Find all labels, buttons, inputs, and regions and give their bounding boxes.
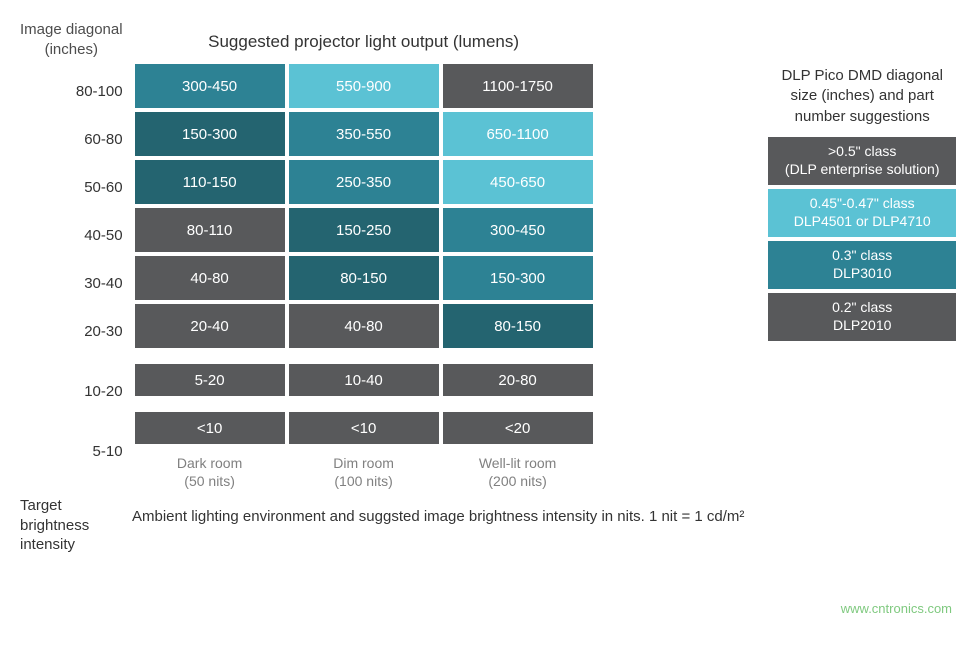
heatmap-cell: 5-20 bbox=[135, 364, 285, 396]
heatmap-cell: 300-450 bbox=[443, 208, 593, 252]
heatmap-cell: <10 bbox=[135, 412, 285, 444]
legend-cell: >0.5" class(DLP enterprise solution) bbox=[768, 137, 956, 185]
heatmap-cell: 350-550 bbox=[289, 112, 439, 156]
heatmap-cell: 150-300 bbox=[135, 112, 285, 156]
row-label: 60-80 bbox=[20, 115, 123, 163]
heatmap-cell: 80-110 bbox=[135, 208, 285, 252]
legend-cell: 0.2" classDLP2010 bbox=[768, 293, 956, 341]
column-label: Dim room(100 nits) bbox=[289, 454, 439, 490]
heatmap-cell: <20 bbox=[443, 412, 593, 444]
legend-title: DLP Pico DMD diagonal size (inches) and … bbox=[768, 66, 956, 127]
y-title-line1: Image diagonal bbox=[20, 21, 123, 38]
grid-main: Suggested projector light output (lumens… bbox=[135, 20, 593, 490]
row-label: 80-100 bbox=[20, 67, 123, 115]
heatmap-cell: 80-150 bbox=[443, 304, 593, 348]
y-title-line2: (inches) bbox=[45, 41, 98, 58]
row-label: 40-50 bbox=[20, 211, 123, 259]
heatmap-cell: 40-80 bbox=[289, 304, 439, 348]
heatmap-cells: 300-450550-9001100-1750150-300350-550650… bbox=[135, 64, 593, 444]
heatmap-cell: 150-300 bbox=[443, 256, 593, 300]
row-label: 30-40 bbox=[20, 259, 123, 307]
heatmap-cell: 80-150 bbox=[289, 256, 439, 300]
tbi-line1: Target brightness bbox=[20, 497, 89, 534]
row-label: 50-60 bbox=[20, 163, 123, 211]
figure-root: Image diagonal (inches) 80-10060-8050-60… bbox=[20, 20, 956, 616]
heatmap-cell: 550-900 bbox=[289, 64, 439, 108]
main-panel: Image diagonal (inches) 80-10060-8050-60… bbox=[20, 20, 744, 555]
heatmap-cell: <10 bbox=[289, 412, 439, 444]
legend-title-l1: DLP Pico DMD diagonal bbox=[781, 67, 942, 84]
heatmap-cell: 450-650 bbox=[443, 160, 593, 204]
target-brightness-label: Target brightness intensity bbox=[20, 496, 132, 555]
top-title: Suggested projector light output (lumens… bbox=[135, 32, 593, 52]
legend-title-l3: number suggestions bbox=[795, 108, 930, 125]
row-label: 10-20 bbox=[20, 367, 123, 415]
heatmap-cell: 110-150 bbox=[135, 160, 285, 204]
heatmap-cell: 150-250 bbox=[289, 208, 439, 252]
row-labels-column: Image diagonal (inches) 80-10060-8050-60… bbox=[20, 20, 123, 475]
heatmap-cell: 20-40 bbox=[135, 304, 285, 348]
row-label: 5-10 bbox=[20, 427, 123, 475]
row-label: 20-30 bbox=[20, 307, 123, 355]
heatmap-cell: 20-80 bbox=[443, 364, 593, 396]
column-label: Well-lit room(200 nits) bbox=[443, 454, 593, 490]
heatmap-cell: 300-450 bbox=[135, 64, 285, 108]
watermark: www.cntronics.com bbox=[768, 601, 956, 616]
legend-cells: >0.5" class(DLP enterprise solution)0.45… bbox=[768, 137, 956, 341]
tbi-line2: intensity bbox=[20, 536, 75, 553]
legend-panel: DLP Pico DMD diagonal size (inches) and … bbox=[768, 20, 956, 616]
heatmap-cell: 250-350 bbox=[289, 160, 439, 204]
x-axis-title: Ambient lighting environment and suggste… bbox=[132, 508, 744, 555]
y-axis-title: Image diagonal (inches) bbox=[20, 20, 123, 59]
bottom-row: Target brightness intensity Ambient ligh… bbox=[20, 496, 744, 555]
legend-cell: 0.3" classDLP3010 bbox=[768, 241, 956, 289]
heatmap-cell: 40-80 bbox=[135, 256, 285, 300]
heatmap-cell: 1100-1750 bbox=[443, 64, 593, 108]
grid-area: Image diagonal (inches) 80-10060-8050-60… bbox=[20, 20, 744, 490]
column-labels: Dark room(50 nits)Dim room(100 nits)Well… bbox=[135, 454, 593, 490]
column-label: Dark room(50 nits) bbox=[135, 454, 285, 490]
heatmap-cell: 650-1100 bbox=[443, 112, 593, 156]
heatmap-cell: 10-40 bbox=[289, 364, 439, 396]
legend-cell: 0.45"-0.47" classDLP4501 or DLP4710 bbox=[768, 189, 956, 237]
legend-title-l2: size (inches) and part bbox=[791, 87, 934, 104]
